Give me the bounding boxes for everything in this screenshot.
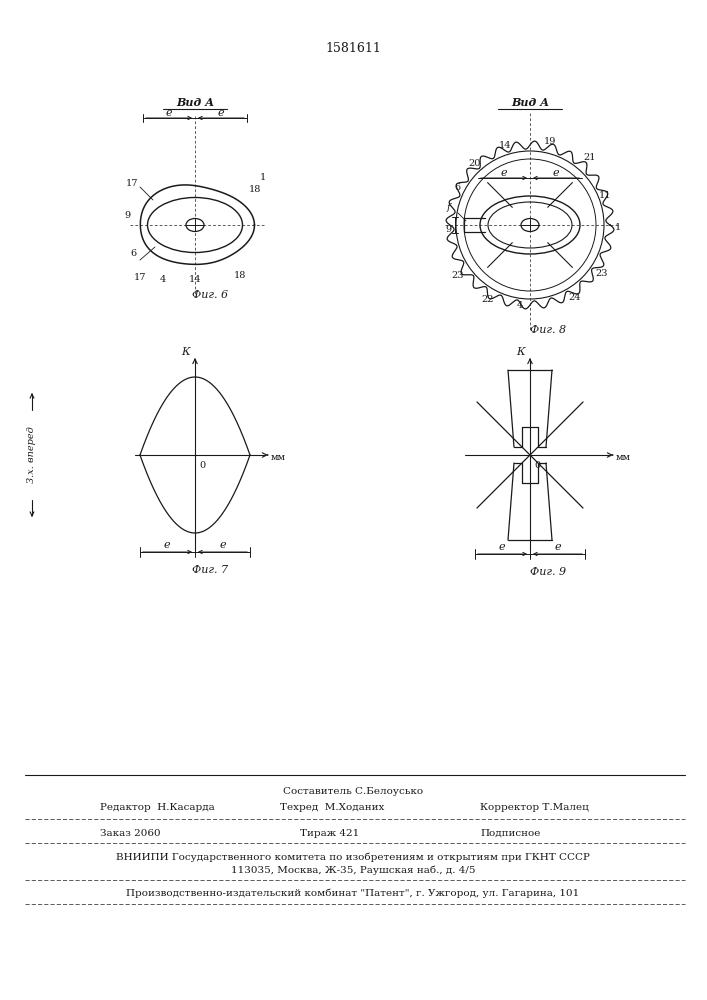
- Text: 1: 1: [615, 223, 621, 232]
- Text: мм: мм: [271, 454, 286, 462]
- Text: 17: 17: [126, 178, 139, 188]
- Text: 6: 6: [130, 248, 136, 257]
- Text: Фиг. 8: Фиг. 8: [530, 325, 566, 335]
- Text: 22: 22: [481, 296, 494, 304]
- Text: Вид А: Вид А: [176, 98, 214, 108]
- Text: e: e: [164, 540, 170, 550]
- Text: 21: 21: [584, 152, 596, 161]
- Text: 11: 11: [599, 190, 612, 200]
- Text: 1: 1: [260, 172, 266, 182]
- Text: e: e: [553, 168, 559, 178]
- Text: e: e: [555, 542, 561, 552]
- Text: Подписное: Подписное: [480, 828, 540, 838]
- Text: К: К: [181, 347, 189, 357]
- Text: 14: 14: [498, 140, 511, 149]
- Text: Фиг. 7: Фиг. 7: [192, 565, 228, 575]
- Text: Составитель С.Белоусько: Составитель С.Белоусько: [283, 788, 423, 796]
- Text: 1581611: 1581611: [325, 41, 381, 54]
- Text: 4: 4: [517, 300, 523, 310]
- Text: 9: 9: [445, 226, 451, 234]
- Text: Корректор Т.Малец: Корректор Т.Малец: [480, 804, 589, 812]
- Text: 23: 23: [596, 268, 608, 277]
- Text: 20: 20: [469, 158, 481, 167]
- Text: 0: 0: [199, 460, 205, 470]
- Text: Фиг. 6: Фиг. 6: [192, 290, 228, 300]
- Text: 9: 9: [124, 211, 130, 220]
- Text: e: e: [501, 168, 508, 178]
- Text: 17: 17: [134, 272, 146, 282]
- Text: 18: 18: [249, 186, 261, 194]
- Text: 14: 14: [189, 275, 201, 284]
- Text: 6: 6: [454, 182, 460, 192]
- Text: Вид А: Вид А: [511, 98, 549, 108]
- Text: f: f: [446, 202, 450, 212]
- Text: 0: 0: [534, 460, 540, 470]
- Text: Техред  М.Ходаних: Техред М.Ходаних: [280, 804, 385, 812]
- Text: 113035, Москва, Ж-35, Раушская наб., д. 4/5: 113035, Москва, Ж-35, Раушская наб., д. …: [230, 865, 475, 875]
- Text: e: e: [220, 540, 226, 550]
- Text: e: e: [498, 542, 506, 552]
- Text: 24: 24: [568, 294, 581, 302]
- Text: Тираж 421: Тираж 421: [300, 828, 359, 838]
- Text: Заказ 2060: Заказ 2060: [100, 828, 160, 838]
- Text: e: e: [165, 108, 173, 118]
- Text: 19: 19: [544, 137, 556, 146]
- Text: Редактор  Н.Касарда: Редактор Н.Касарда: [100, 804, 215, 812]
- Text: ВНИИПИ Государственного комитета по изобретениям и открытиям при ГКНТ СССР: ВНИИПИ Государственного комитета по изоб…: [116, 852, 590, 862]
- Text: мм: мм: [616, 454, 631, 462]
- Text: Фиг. 9: Фиг. 9: [530, 567, 566, 577]
- Text: К: К: [515, 347, 525, 357]
- Text: З.х. вперед: З.х. вперед: [28, 427, 37, 483]
- Text: 4: 4: [160, 275, 166, 284]
- Text: 18: 18: [234, 270, 246, 279]
- Text: Производственно-издательский комбинат "Патент", г. Ужгород, ул. Гагарина, 101: Производственно-издательский комбинат "П…: [127, 888, 580, 898]
- Text: 23: 23: [452, 270, 464, 279]
- Text: e: e: [218, 108, 224, 118]
